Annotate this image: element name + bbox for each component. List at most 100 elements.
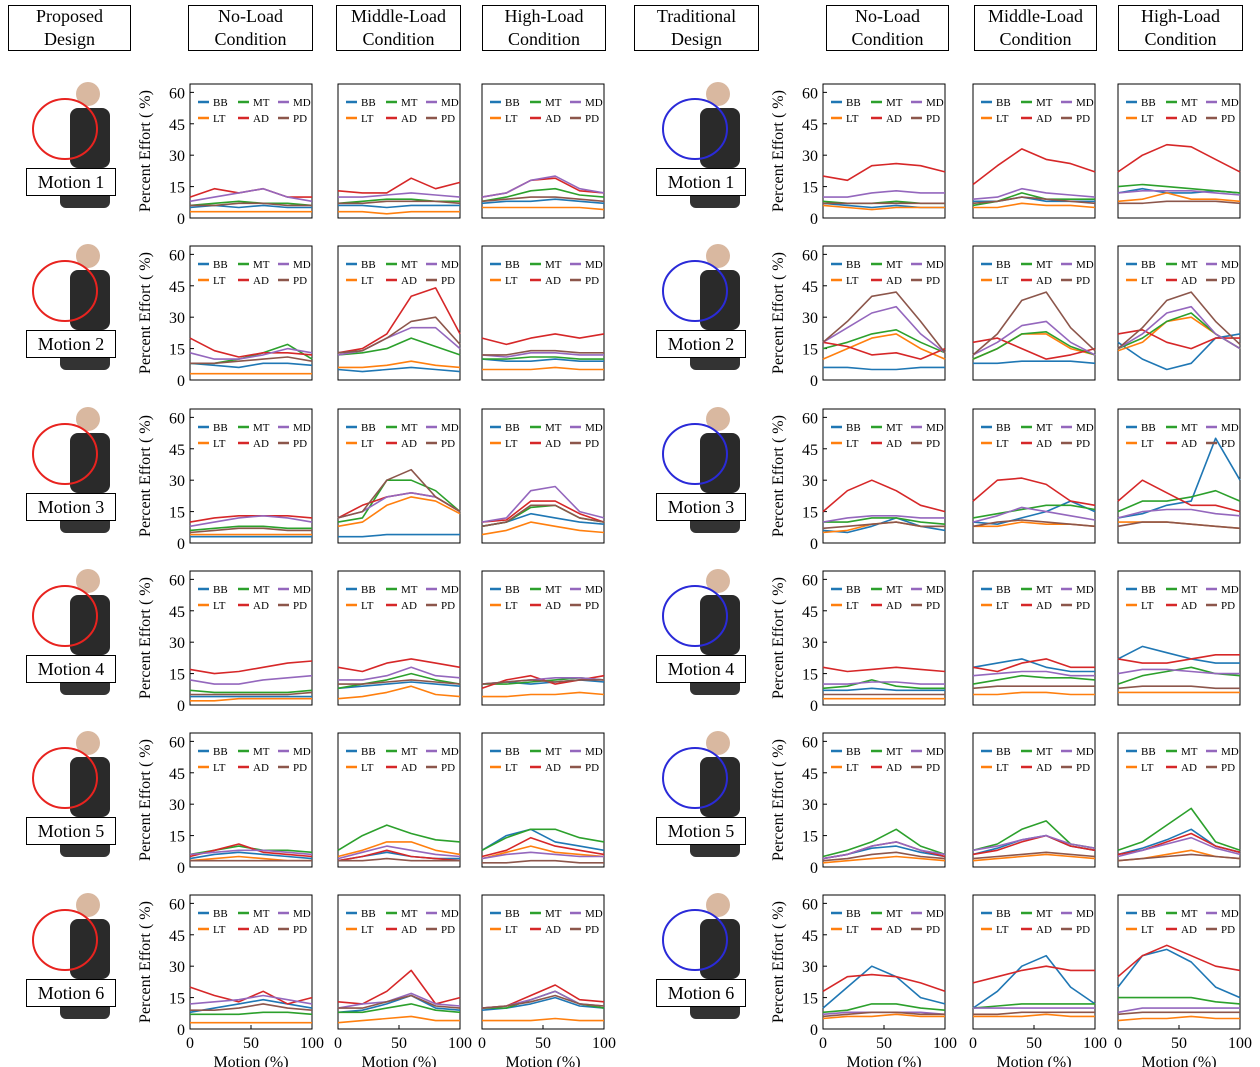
chart: BB LT MT AD MD PD [337, 245, 461, 381]
photo-body [700, 270, 740, 330]
legend-label: PD [1221, 438, 1235, 450]
series-line [972, 196, 1096, 205]
plot-frame [822, 245, 946, 381]
x-tick-label: 50 [243, 1035, 259, 1052]
chart: 0 15 30 45 60 Percent Effort ( %) BB LT MT AD MD PD [137, 83, 313, 228]
series-line [338, 857, 460, 862]
series-line [189, 660, 313, 675]
legend-label: LT [1141, 113, 1154, 125]
series-line [822, 162, 946, 182]
plot-frame [1117, 83, 1241, 219]
chart: 0 15 30 45 60 Percent Effort ( %) 0 50 100 Motion… [770, 894, 957, 1067]
series-line [822, 679, 945, 690]
y-tick-label: 60 [169, 734, 185, 751]
chart: BB LT MT AD MD PD [972, 570, 1096, 706]
motion-label: Motion 2 [656, 330, 746, 358]
legend-label: MT [1036, 584, 1053, 596]
plot-frame [189, 83, 313, 219]
series-line [190, 691, 313, 696]
legend-label: LT [996, 275, 1009, 287]
legend-label: MT [401, 259, 418, 271]
y-tick-label: 45 [169, 928, 185, 945]
x-tick-label: 50 [391, 1035, 407, 1052]
legend-label: MT [1036, 259, 1053, 271]
plot-frame [822, 570, 946, 706]
legend-label: MT [1181, 746, 1198, 758]
y-tick-label: 15 [169, 180, 185, 197]
chart: BB LT MT AD MD PD [481, 732, 605, 868]
y-tick-label: 60 [169, 572, 185, 589]
series-line [823, 681, 945, 685]
legend-label: MT [1036, 422, 1053, 434]
legend-label: BB [505, 746, 520, 758]
series-line [338, 192, 461, 198]
y-axis-label: Percent Effort ( %) [137, 90, 154, 212]
legend-label: LT [505, 762, 518, 774]
legend-label: PD [926, 438, 940, 450]
series-line [972, 500, 1096, 525]
x-tick-label: 0 [478, 1035, 486, 1052]
legend-label: BB [213, 908, 228, 920]
legend-label: BB [505, 584, 520, 596]
series-line [972, 504, 1096, 519]
plot-frame [189, 732, 313, 868]
legend-label: LT [1141, 600, 1154, 612]
legend-label: BB [213, 97, 228, 109]
legend-label: BB [996, 259, 1011, 271]
legend-label: MT [545, 746, 562, 758]
photo-motion-arc [32, 909, 98, 971]
series-line [189, 994, 313, 1005]
legend-label: LT [505, 600, 518, 612]
chart: 0 50 100 Motion (%) BB LT MT AD MD PD [969, 894, 1107, 1067]
legend-label: MT [545, 584, 562, 596]
chart: 0 15 30 45 60 Percent Effort ( %) BB LT MT AD MD PD [770, 245, 946, 390]
legend-label: MD [1076, 422, 1094, 434]
legend-label: MT [401, 97, 418, 109]
series-line [337, 316, 461, 354]
plot-frame [1117, 570, 1241, 706]
series-line [972, 820, 1096, 852]
plot-frame [189, 570, 313, 706]
series-line [338, 533, 460, 538]
legend-label: PD [1076, 600, 1090, 612]
series-line [337, 1015, 460, 1024]
legend-label: PD [585, 762, 599, 774]
photo-head [76, 893, 100, 917]
y-tick-label: 45 [169, 604, 185, 621]
legend-label: AD [1181, 113, 1197, 125]
legend-label: LT [213, 113, 226, 125]
legend-label: PD [441, 600, 455, 612]
y-axis-label: Percent Effort ( %) [770, 901, 787, 1023]
plot-frame [972, 732, 1096, 868]
y-tick-label: 15 [802, 505, 818, 522]
legend-label: LT [361, 113, 374, 125]
legend-label: AD [886, 438, 902, 450]
series-line [189, 849, 313, 856]
y-tick-label: 15 [802, 667, 818, 684]
legend-label: AD [401, 924, 417, 936]
legend-label: BB [505, 908, 520, 920]
plot-frame [337, 83, 461, 219]
legend-label: LT [996, 924, 1009, 936]
series-line [822, 341, 946, 360]
chart: BB LT MT AD MD PD [337, 83, 461, 219]
legend-label: BB [361, 908, 376, 920]
series-line [189, 200, 313, 207]
photo-motion-arc [662, 909, 728, 971]
series-line [481, 333, 605, 346]
legend-label: AD [886, 762, 902, 774]
legend-label: PD [441, 438, 455, 450]
series-line [1117, 1011, 1240, 1016]
legend-label: MT [886, 259, 903, 271]
photo-head [706, 407, 730, 431]
series-line [338, 210, 460, 215]
photo-body [70, 270, 110, 330]
photo-head [76, 569, 100, 593]
legend-label: MT [253, 746, 270, 758]
legend-label: PD [926, 600, 940, 612]
series-line [190, 697, 312, 702]
series-line [482, 691, 605, 698]
series-line [822, 479, 946, 513]
y-tick-label: 0 [810, 860, 818, 877]
legend-label: AD [1036, 275, 1052, 287]
